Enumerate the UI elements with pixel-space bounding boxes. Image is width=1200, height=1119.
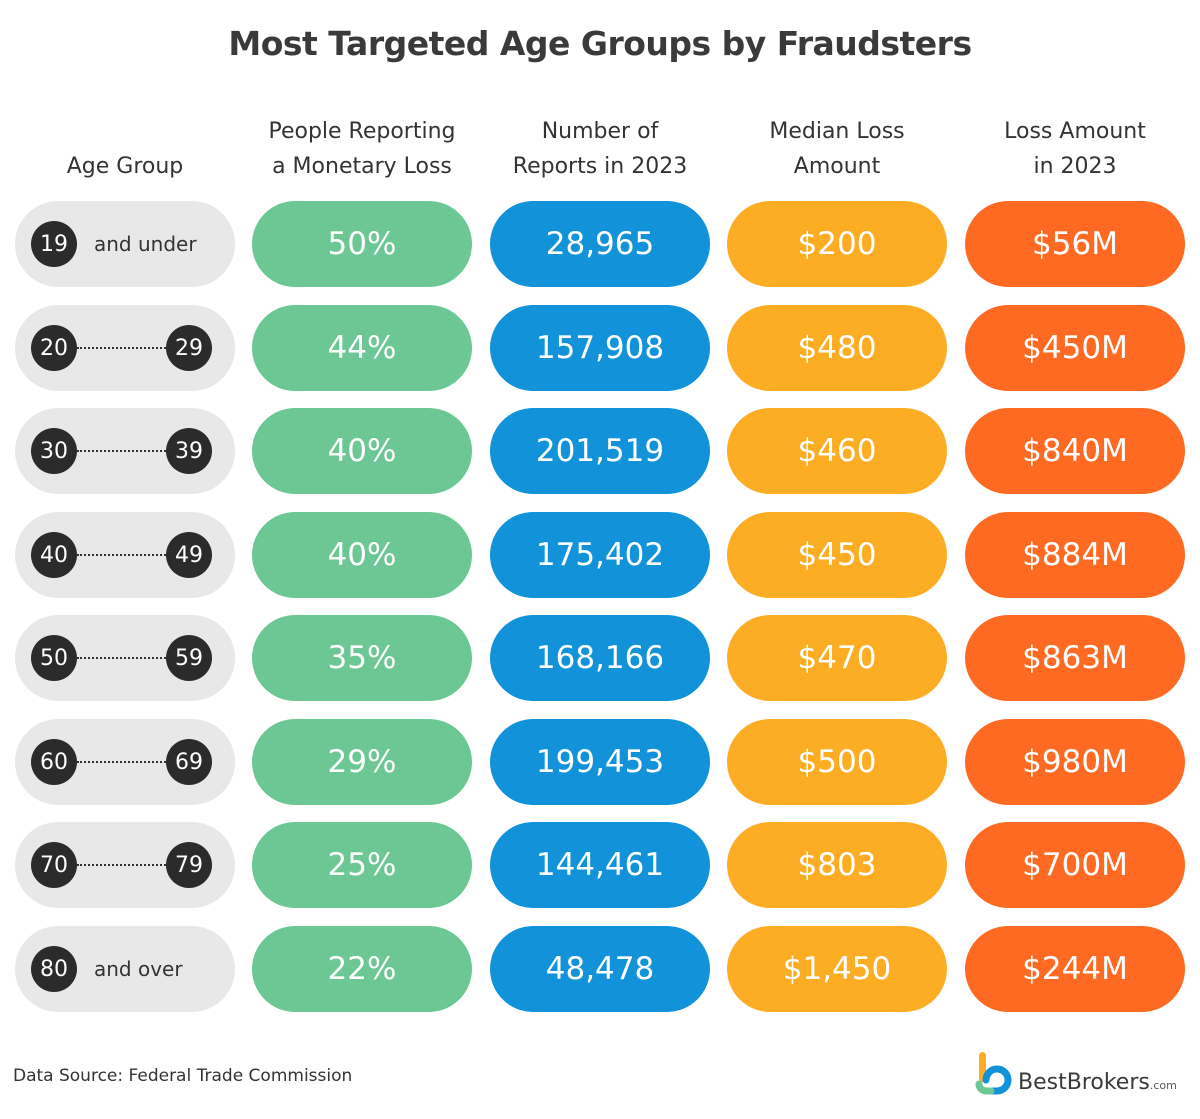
brand-logo: BestBrokers.com [975,1050,1190,1100]
loss-amount-pill: $450M [965,305,1185,391]
median-loss-pill: $450 [727,512,947,598]
table-row: 70 79 25% 144,461 $803 $700M [0,822,1200,908]
loss-amount-pill: $840M [965,408,1185,494]
age-start-badge: 30 [31,428,77,474]
loss-amount-pill: $56M [965,201,1185,287]
age-range-connector [77,450,166,452]
percent-reporting-pill: 50% [252,201,472,287]
median-loss-pill: $1,450 [727,926,947,1012]
median-loss-pill: $200 [727,201,947,287]
age-range-connector [77,554,166,556]
age-group-pill: 50 59 [15,615,235,701]
age-start-badge: 60 [31,739,77,785]
logo-name: BestBrokers [1018,1070,1150,1095]
age-start-badge: 40 [31,532,77,578]
age-group-pill: 70 79 [15,822,235,908]
age-range-connector [77,657,166,659]
header-median-loss: Median Loss Amount [769,119,905,179]
percent-reporting-pill: 35% [252,615,472,701]
table-row: 80 and over 22% 48,478 $1,450 $244M [0,926,1200,1012]
loss-amount-pill: $244M [965,926,1185,1012]
age-group-pill: 80 and over [15,926,235,1012]
reports-count-pill: 168,166 [490,615,710,701]
age-group-pill: 60 69 [15,719,235,805]
bestbrokers-logo-icon [975,1052,1012,1095]
reports-count-pill: 175,402 [490,512,710,598]
header-number-of-reports: Number of Reports in 2023 [512,119,688,179]
age-end-badge: 39 [166,428,212,474]
table-row: 30 39 40% 201,519 $460 $840M [0,408,1200,494]
loss-amount-pill: $884M [965,512,1185,598]
loss-amount-pill: $863M [965,615,1185,701]
age-range-label: and under [94,232,197,256]
percent-reporting-pill: 40% [252,408,472,494]
age-range-connector [77,347,166,349]
loss-amount-pill: $700M [965,822,1185,908]
reports-count-pill: 144,461 [490,822,710,908]
age-end-badge: 29 [166,325,212,371]
age-group-pill: 19 and under [15,201,235,287]
table-row: 50 59 35% 168,166 $470 $863M [0,615,1200,701]
age-start-badge: 20 [31,325,77,371]
data-source: Data Source: Federal Trade Commission [13,1066,353,1086]
age-end-badge: 79 [166,842,212,888]
age-group-pill: 20 29 [15,305,235,391]
age-end-badge: 59 [166,635,212,681]
age-range-connector [77,761,166,763]
age-start-badge: 70 [31,842,77,888]
percent-reporting-pill: 29% [252,719,472,805]
age-end-badge: 49 [166,532,212,578]
reports-count-pill: 48,478 [490,926,710,1012]
percent-reporting-pill: 44% [252,305,472,391]
median-loss-pill: $460 [727,408,947,494]
age-group-pill: 40 49 [15,512,235,598]
table-row: 60 69 29% 199,453 $500 $980M [0,719,1200,805]
median-loss-pill: $470 [727,615,947,701]
logo-suffix: .com [1149,1079,1177,1092]
loss-amount-pill: $980M [965,719,1185,805]
age-range-connector [77,864,166,866]
header-loss-amount: Loss Amount in 2023 [1004,119,1146,179]
reports-count-pill: 157,908 [490,305,710,391]
age-group-pill: 30 39 [15,408,235,494]
age-start-badge: 80 [31,946,77,992]
percent-reporting-pill: 40% [252,512,472,598]
median-loss-pill: $803 [727,822,947,908]
logo-wordmark: BestBrokers.com [1018,1070,1177,1095]
age-end-badge: 69 [166,739,212,785]
percent-reporting-pill: 22% [252,926,472,1012]
median-loss-pill: $500 [727,719,947,805]
table-row: 40 49 40% 175,402 $450 $884M [0,512,1200,598]
age-start-badge: 19 [31,221,77,267]
age-range-label: and over [94,957,183,981]
table-row: 20 29 44% 157,908 $480 $450M [0,305,1200,391]
header-people-reporting: People Reporting a Monetary Loss [268,119,456,179]
header-age-group: Age Group [66,154,184,179]
chart-title: Most Targeted Age Groups by Fraudsters [228,24,972,63]
reports-count-pill: 199,453 [490,719,710,805]
table-row: 19 and under 50% 28,965 $200 $56M [0,201,1200,287]
median-loss-pill: $480 [727,305,947,391]
reports-count-pill: 28,965 [490,201,710,287]
age-start-badge: 50 [31,635,77,681]
reports-count-pill: 201,519 [490,408,710,494]
percent-reporting-pill: 25% [252,822,472,908]
